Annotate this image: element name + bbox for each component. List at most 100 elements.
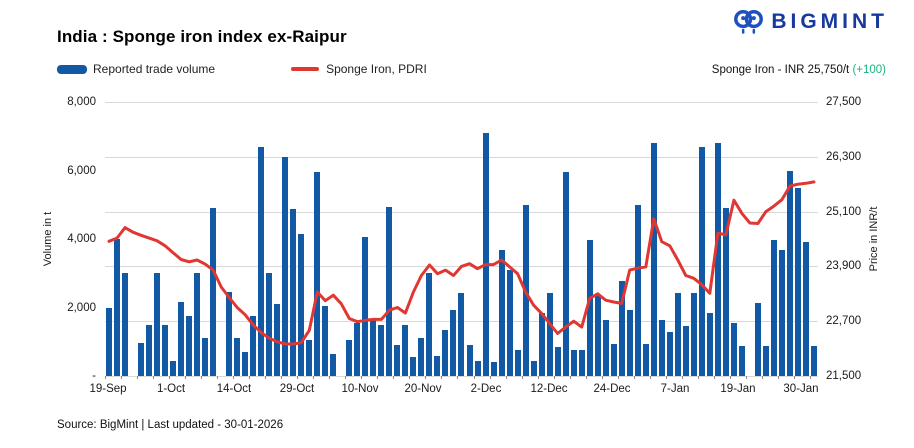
- x-tick-mark: [329, 376, 331, 379]
- volume-bar: [730, 322, 737, 376]
- x-axis-tick-label: 24-Dec: [593, 383, 631, 395]
- x-axis-tick-label: 14-Oct: [216, 383, 252, 395]
- volume-bar: [194, 273, 201, 376]
- volume-bar: [530, 361, 537, 376]
- legend-price-label: Sponge Iron, PDRI: [326, 62, 427, 76]
- x-tick-mark: [121, 376, 123, 379]
- left-axis-tick-label: -: [92, 370, 96, 382]
- volume-bar: [722, 208, 729, 376]
- right-axis-tick-label: 25,100: [826, 205, 862, 218]
- bigmint-logo-icon: [734, 9, 764, 34]
- x-tick-mark: [393, 376, 395, 379]
- volume-bar: [394, 345, 401, 376]
- x-tick-mark: [473, 376, 475, 379]
- latest-price-note: Sponge Iron - INR 25,750/t (+100): [712, 64, 886, 76]
- x-tick-mark: [809, 376, 811, 379]
- right-axis-tick-label: 27,500: [826, 96, 862, 108]
- x-tick-mark: [633, 376, 635, 379]
- volume-bar: [202, 338, 209, 376]
- volume-bar: [538, 312, 545, 376]
- x-tick-mark: [441, 376, 443, 379]
- volume-bar: [146, 324, 153, 376]
- volume-bar: [674, 292, 681, 376]
- volume-bar: [586, 240, 593, 376]
- volume-bar: [266, 273, 273, 376]
- right-axis-tick-label: 21,500: [826, 370, 862, 382]
- volume-bar: [458, 292, 465, 376]
- volume-bar: [434, 356, 441, 376]
- chart-legend: Reported trade volume Sponge Iron, PDRI: [57, 62, 427, 76]
- volume-bar: [226, 292, 233, 376]
- volume-bar: [794, 187, 801, 376]
- volume-bar: [418, 338, 425, 376]
- volume-bar: [410, 357, 417, 376]
- x-tick-mark: [265, 376, 267, 379]
- volume-bar: [754, 303, 761, 376]
- x-tick-mark: [233, 376, 235, 379]
- left-axis-tick-label: 4,000: [67, 233, 96, 245]
- x-axis-tick-label: 19-Sep: [89, 383, 127, 395]
- volume-bar: [442, 330, 449, 376]
- x-tick-mark: [681, 376, 683, 379]
- price-line-swatch-icon: [291, 67, 320, 71]
- volume-bar: [186, 316, 193, 376]
- x-tick-mark: [585, 376, 587, 379]
- volume-bar: [162, 324, 169, 376]
- volume-bar: [482, 132, 489, 376]
- volume-bar: [242, 352, 249, 376]
- source-note: Source: BigMint | Last updated - 30-01-2…: [57, 419, 284, 431]
- volume-bar: [626, 309, 633, 376]
- volume-bar: [786, 170, 793, 376]
- x-axis-tick-label: 7-Jan: [660, 383, 690, 395]
- volume-bar: [514, 349, 521, 376]
- volume-bar: [114, 239, 120, 376]
- x-axis-tick-label: 12-Dec: [530, 383, 568, 395]
- x-tick-mark: [153, 376, 155, 379]
- x-axis-tick-label: 10-Nov: [341, 383, 379, 395]
- volume-bar: [618, 281, 625, 376]
- volume-bar: [322, 305, 329, 376]
- volume-bar: [778, 249, 785, 376]
- x-tick-mark: [249, 376, 251, 379]
- volume-bar: [498, 249, 505, 376]
- x-tick-mark: [313, 376, 315, 379]
- volume-bar: [258, 146, 265, 376]
- x-tick-mark: [713, 376, 715, 379]
- legend-item-price: Sponge Iron, PDRI: [291, 62, 427, 76]
- volume-bar: [642, 343, 649, 376]
- bigmint-logo: BIGMINT: [733, 6, 888, 37]
- plot-area: [105, 102, 818, 379]
- x-tick-mark: [745, 376, 747, 379]
- volume-bar: [178, 302, 185, 376]
- volume-bar: [682, 326, 689, 376]
- volume-bar: [738, 345, 745, 376]
- x-tick-mark: [201, 376, 203, 379]
- volume-bar: [290, 209, 297, 376]
- left-axis-tick-label: 6,000: [67, 164, 96, 177]
- volume-bar: [354, 322, 361, 376]
- x-tick-mark: [649, 376, 651, 379]
- volume-bar: [426, 273, 433, 376]
- volume-bar: [298, 233, 305, 376]
- volume-bar: [506, 270, 513, 376]
- volume-bar: [610, 343, 617, 376]
- x-tick-mark: [137, 376, 139, 379]
- x-axis-tick-label: 30-Jan: [783, 383, 819, 395]
- x-axis-tick-label: 2-Dec: [470, 383, 502, 395]
- volume-bar: [762, 345, 769, 376]
- volume-bar: [466, 345, 473, 376]
- volume-bar: [362, 236, 369, 376]
- x-tick-mark: [409, 376, 411, 379]
- x-tick-mark: [777, 376, 779, 379]
- x-tick-mark: [761, 376, 763, 379]
- volume-bar: [250, 316, 257, 376]
- x-tick-mark: [185, 376, 187, 379]
- x-axis-tick-label: 29-Oct: [279, 383, 315, 395]
- volume-bar: [122, 273, 129, 376]
- volume-bar: [714, 143, 721, 376]
- legend-item-volume: Reported trade volume: [57, 62, 215, 76]
- gridline: [105, 211, 818, 213]
- volume-bar: [386, 207, 393, 376]
- volume-bar: [802, 242, 809, 376]
